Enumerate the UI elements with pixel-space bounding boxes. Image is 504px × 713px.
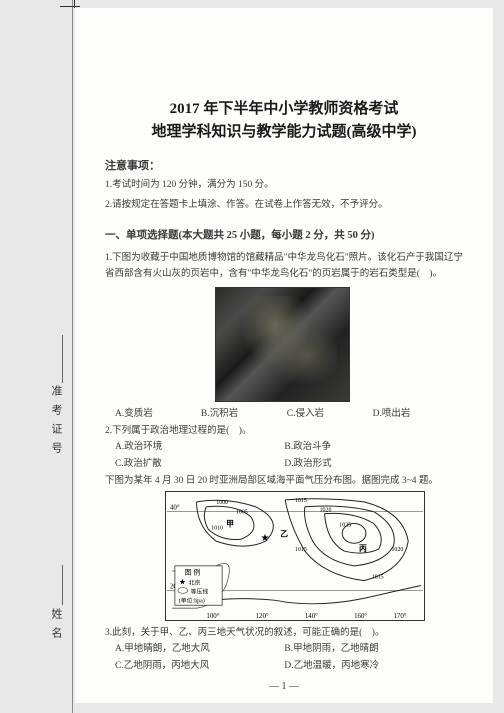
svg-text:1020: 1020 <box>320 508 332 514</box>
svg-text:1015: 1015 <box>295 547 307 553</box>
option: D.政治形式 <box>284 456 451 473</box>
svg-text:140°: 140° <box>305 613 318 620</box>
sidebar-name-label: 姓名 <box>48 608 64 646</box>
svg-text:(单位:hpa): (单位:hpa) <box>179 596 205 604</box>
question-34-stem: 下图为某年 4 月 30 日 20 时亚洲局部区域海平面气压分布图。据图完成 3… <box>105 473 463 489</box>
option: D.喷出岩 <box>373 406 457 423</box>
svg-text:1020: 1020 <box>391 547 403 553</box>
svg-text:1025: 1025 <box>339 523 351 529</box>
fossil-image <box>215 287 350 402</box>
sidebar-exam-id-label: 准考证号 <box>48 385 64 461</box>
svg-text:★: ★ <box>261 533 270 544</box>
option: B.甲地阴雨，乙地晴朗 <box>284 641 451 658</box>
svg-text:120°: 120° <box>256 613 269 620</box>
notice-item: 1.考试时间为 120 分钟，满分为 150 分。 <box>105 177 463 193</box>
svg-text:1015: 1015 <box>372 575 384 581</box>
question-3: 3.此刻，关于甲、乙、丙三地天气状况的叙述，可能正确的是( )。 <box>105 625 463 641</box>
svg-text:★: ★ <box>179 578 186 587</box>
option: B.沉积岩 <box>201 406 285 423</box>
option: A.政治环境 <box>115 439 282 456</box>
exam-page: 2017 年下半年中小学教师资格考试 地理学科知识与教学能力试题(高级中学) 注… <box>75 8 493 703</box>
svg-text:乙: 乙 <box>280 529 288 538</box>
option: C.乙地阴雨，丙地大风 <box>115 658 282 675</box>
crop-mark <box>60 6 80 7</box>
page-number: — 1 — <box>105 681 463 692</box>
notice-item: 2.请按规定在答题卡上填涂、作答。在试卷上作答无效，不予评分。 <box>105 197 463 213</box>
svg-text:1015: 1015 <box>295 498 307 504</box>
question-3-options: A.甲地晴朗，乙地大风 B.甲地阴雨，乙地晴朗 C.乙地阴雨，丙地大风 D.乙地… <box>105 641 463 675</box>
svg-text:甲: 甲 <box>226 520 234 529</box>
option: A.甲地晴朗，乙地大风 <box>115 641 282 658</box>
svg-text:1005: 1005 <box>236 510 248 516</box>
title-line-2: 地理学科知识与教学能力试题(高级中学) <box>105 121 463 144</box>
question-2: 2.下列属于政治地理过程的是( )。 <box>105 423 463 439</box>
pressure-map: 40° 20° 100° 120° 140° 160° 170° 1000 10… <box>165 491 425 621</box>
svg-text:170°: 170° <box>393 613 406 620</box>
question-1-options: A.变质岩 B.沉积岩 C.侵入岩 D.喷出岩 <box>105 406 463 423</box>
svg-text:丙: 丙 <box>359 544 367 553</box>
option: D.乙地温暖，丙地寒冷 <box>284 658 451 675</box>
svg-text:1000: 1000 <box>216 500 228 506</box>
option: A.变质岩 <box>115 406 199 423</box>
svg-text:图 例: 图 例 <box>185 568 201 577</box>
svg-text:等压线: 等压线 <box>191 588 209 596</box>
lat-label: 40° <box>170 505 180 512</box>
svg-text:160°: 160° <box>354 613 367 620</box>
notice-heading: 注意事项： <box>105 157 463 173</box>
svg-text:北京: 北京 <box>189 579 201 587</box>
question-1: 1.下图为收藏于中国地质博物馆的馆藏精品"中华龙鸟化石"照片。该化石产于我国辽宁… <box>105 250 463 282</box>
question-2-options: A.政治环境 B.政治斗争 C.政治扩散 D.政治形式 <box>105 439 463 473</box>
svg-text:100°: 100° <box>206 613 219 620</box>
option: B.政治斗争 <box>284 439 451 456</box>
title-line-1: 2017 年下半年中小学教师资格考试 <box>105 98 463 121</box>
option: C.政治扩散 <box>115 456 282 473</box>
section-heading: 一、单项选择题(本大题共 25 小题，每小题 2 分，共 50 分) <box>105 227 463 242</box>
page-title: 2017 年下半年中小学教师资格考试 地理学科知识与教学能力试题(高级中学) <box>105 98 463 143</box>
option: C.侵入岩 <box>287 406 371 423</box>
svg-text:1010: 1010 <box>211 526 223 532</box>
crop-mark <box>74 0 75 8</box>
